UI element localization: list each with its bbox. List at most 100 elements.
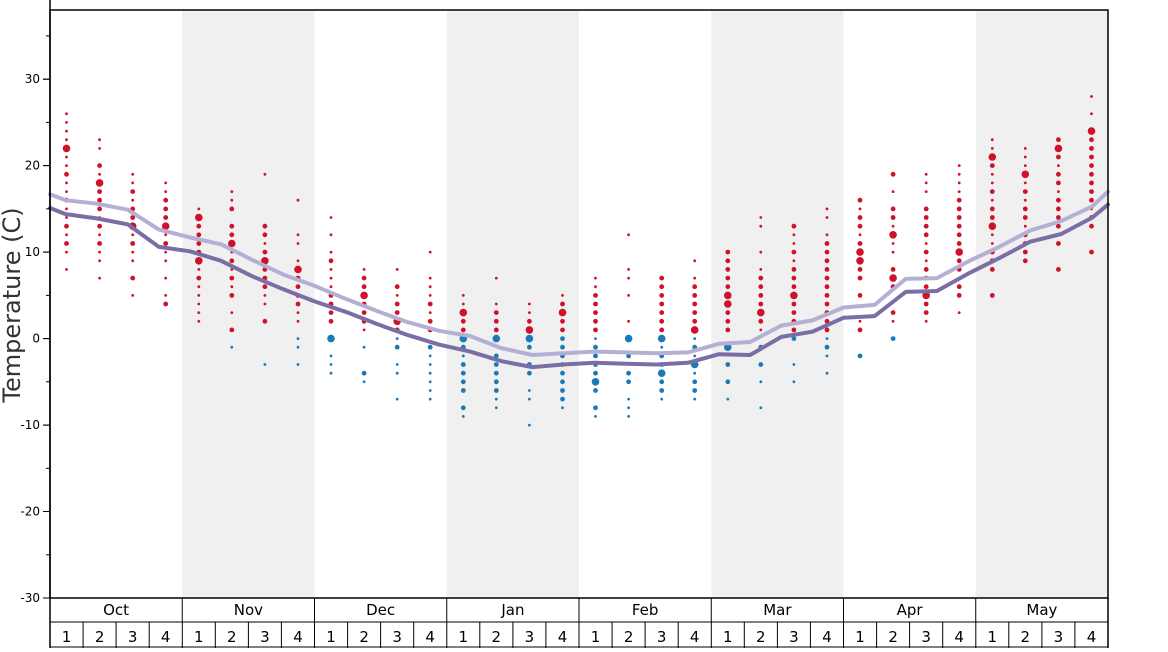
week-label: 2: [624, 628, 634, 646]
data-point: [990, 138, 994, 142]
week-label: 4: [954, 628, 964, 646]
data-point: [758, 275, 764, 281]
data-point: [528, 311, 531, 314]
data-point: [956, 197, 962, 203]
data-point: [197, 319, 201, 323]
data-point: [494, 276, 498, 280]
data-point: [528, 423, 531, 427]
data-point: [659, 293, 665, 298]
data-point: [428, 294, 432, 297]
data-point: [361, 284, 367, 290]
data-point: [791, 275, 797, 281]
week-label: 2: [756, 628, 766, 646]
data-point: [294, 265, 302, 274]
data-point: [824, 275, 830, 281]
data-point: [824, 344, 830, 350]
week-label: 3: [921, 628, 931, 646]
data-point: [659, 301, 665, 307]
data-point: [197, 311, 201, 314]
data-point: [758, 362, 764, 367]
month-label-feb: Feb: [632, 601, 659, 619]
data-point: [1023, 147, 1027, 150]
month-shade-mar: [711, 10, 844, 598]
data-point: [525, 326, 534, 334]
data-point: [627, 319, 630, 323]
data-point: [790, 291, 798, 300]
data-point: [560, 370, 565, 376]
data-point: [362, 380, 366, 384]
data-point: [923, 223, 929, 229]
data-point: [1089, 154, 1094, 160]
data-point: [98, 259, 101, 263]
data-point: [627, 415, 630, 418]
data-point: [527, 344, 532, 350]
data-point: [957, 190, 961, 194]
data-point: [197, 294, 201, 297]
data-point: [856, 257, 864, 265]
data-point: [196, 241, 202, 246]
data-point: [329, 354, 333, 358]
data-point: [196, 275, 202, 281]
week-label: 1: [723, 628, 733, 646]
data-point: [262, 318, 268, 324]
week-label: 3: [525, 628, 535, 646]
data-point: [791, 310, 797, 315]
data-point: [196, 232, 202, 238]
data-point: [1022, 206, 1028, 212]
x-axis: Oct 1 2 3 4 Nov 1 2 3 4 Dec 1 2 3 4 Jan 1 2 3 4 Feb 1 2 3 4 Mar 1 2…: [49, 598, 1109, 648]
data-point: [990, 147, 994, 150]
series-line-dark-line: [48, 202, 1110, 370]
data-point: [890, 267, 896, 272]
data-point: [1056, 180, 1061, 186]
week-label: 3: [789, 628, 799, 646]
data-point: [1057, 190, 1060, 194]
data-point: [229, 232, 235, 238]
data-point: [856, 248, 864, 256]
week-label: 1: [326, 628, 336, 646]
month-label-jan: Jan: [500, 601, 524, 619]
data-point: [923, 215, 929, 220]
month-shading: [182, 10, 1108, 598]
week-label: 3: [1054, 628, 1064, 646]
data-point: [1089, 180, 1094, 186]
data-point: [989, 215, 995, 220]
week-label: 2: [888, 628, 898, 646]
data-point: [757, 308, 765, 317]
data-point: [460, 318, 466, 324]
data-point: [889, 274, 897, 282]
data-point: [528, 389, 531, 392]
data-point: [725, 267, 731, 272]
data-point: [924, 172, 928, 176]
data-point: [65, 121, 68, 124]
data-point: [163, 301, 169, 307]
data-point: [1089, 249, 1094, 255]
data-point: [97, 163, 102, 169]
data-point: [428, 250, 432, 254]
data-point: [990, 233, 994, 237]
data-point: [461, 294, 465, 297]
data-point: [296, 345, 300, 349]
data-point: [493, 388, 499, 393]
data-point: [164, 250, 168, 254]
data-point: [65, 138, 68, 142]
data-point: [659, 275, 665, 281]
data-point: [659, 388, 665, 393]
data-point: [1056, 137, 1061, 143]
month-shade-jan: [446, 10, 579, 598]
month-label-apr: Apr: [897, 601, 924, 619]
data-point: [560, 318, 565, 324]
data-point: [825, 371, 829, 375]
data-point: [1089, 171, 1094, 177]
data-point: [989, 293, 995, 298]
data-point: [362, 328, 366, 332]
data-point: [1090, 95, 1093, 98]
data-point: [492, 334, 501, 343]
data-point: [593, 405, 598, 411]
data-point: [428, 363, 432, 366]
y-tick-label: -20: [20, 505, 40, 519]
trend-lines: [48, 189, 1110, 370]
scatter-points: [62, 95, 1096, 427]
week-label: 4: [690, 628, 700, 646]
data-point: [857, 241, 863, 246]
data-point: [791, 249, 797, 255]
